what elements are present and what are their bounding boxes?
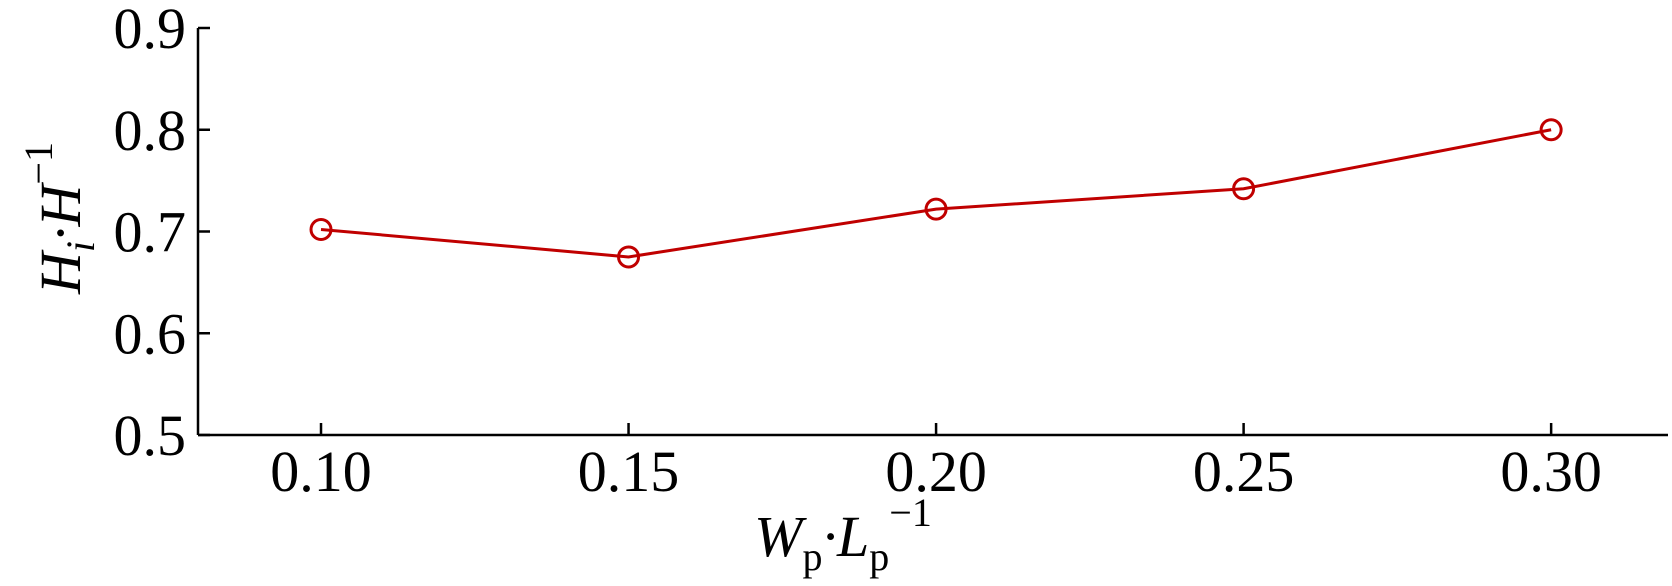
x-tick-label: 0.25 bbox=[1193, 439, 1295, 504]
series bbox=[309, 118, 1563, 269]
x-tick-label: 0.30 bbox=[1500, 439, 1602, 504]
y-tick-label: 0.6 bbox=[114, 301, 187, 366]
x-axis-title: Wp·Lp−1 bbox=[754, 490, 932, 579]
data-point bbox=[309, 217, 333, 241]
x-tick-label: 0.20 bbox=[885, 439, 987, 504]
data-point bbox=[1232, 177, 1256, 201]
y-tick-label: 0.9 bbox=[114, 0, 187, 61]
axes bbox=[196, 28, 1668, 437]
data-point bbox=[924, 197, 948, 221]
data-point bbox=[617, 245, 641, 269]
y-tick-label: 0.5 bbox=[114, 403, 187, 468]
series-line bbox=[320, 128, 1552, 259]
y-tick-label: 0.8 bbox=[114, 98, 187, 163]
y-axis-title: Hi·H−1 bbox=[16, 142, 103, 295]
x-tick-label: 0.10 bbox=[270, 439, 372, 504]
data-point bbox=[1539, 118, 1563, 142]
ticks: 0.5 0.6 0.7 0.8 0.9 0.10 0.15 0.20 0.25 0.30 bbox=[114, 0, 1602, 504]
x-tick-label: 0.15 bbox=[578, 439, 680, 504]
y-tick-label: 0.7 bbox=[114, 200, 187, 265]
